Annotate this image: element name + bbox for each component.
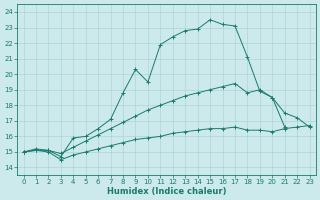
X-axis label: Humidex (Indice chaleur): Humidex (Indice chaleur) (107, 187, 226, 196)
